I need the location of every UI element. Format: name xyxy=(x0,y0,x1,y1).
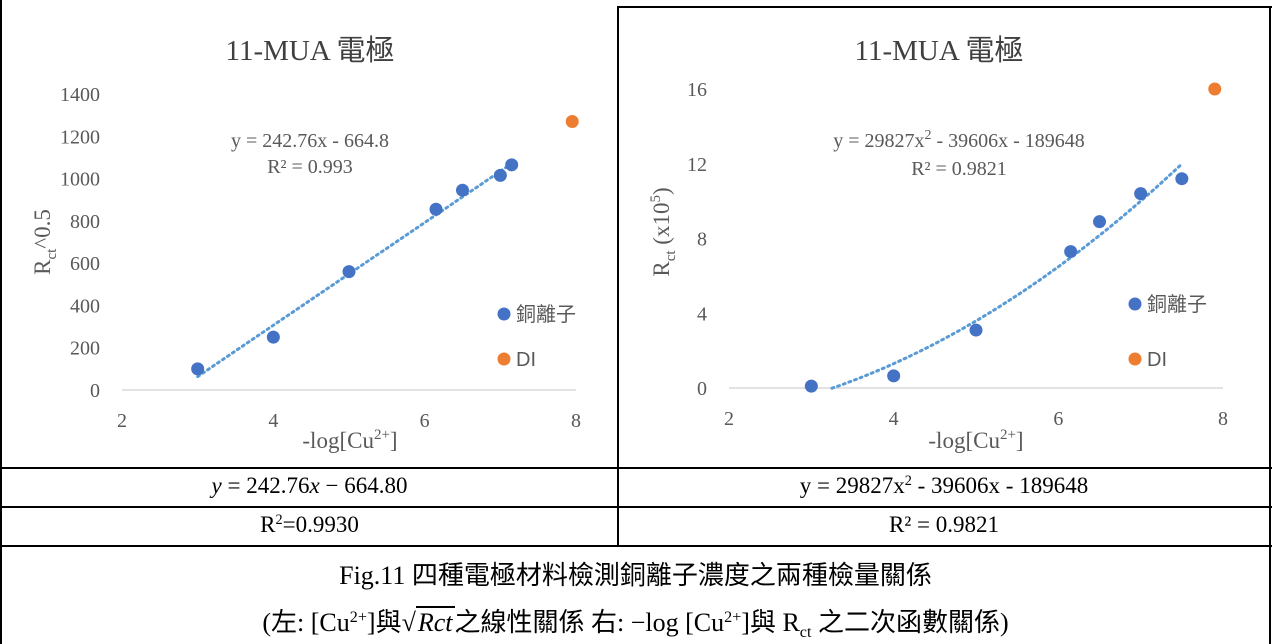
y-tick-label: 800 xyxy=(70,211,100,233)
chart-right-trend-equation: y = 29827x2 - 39606x - 189648 xyxy=(833,128,1085,152)
table-row-line-1 xyxy=(0,467,1272,469)
data-point-cu xyxy=(969,323,983,337)
table-row-line-2 xyxy=(0,506,1272,508)
x-tick-label: 2 xyxy=(724,408,734,430)
figure-caption-line1: Fig.11 四種電極材料檢測銅離子濃度之兩種檢量關係 xyxy=(339,561,932,590)
legend-label-di: DI xyxy=(516,349,536,371)
x-tick-label: 2 xyxy=(117,410,127,432)
chart-right-y-ticks: 0 4 8 12 16 xyxy=(687,79,707,400)
figure-caption-line2: (左: [Cu2+]與√Rct之線性關係 右: −log [Cu2+]與 Rct… xyxy=(262,606,1009,642)
chart-right-trend-r2: R² = 0.9821 xyxy=(911,158,1007,180)
chart-right-y-label: Rct (x105) xyxy=(648,187,679,276)
y-tick-label: 1000 xyxy=(60,169,100,191)
x-tick-label: 6 xyxy=(1053,408,1063,430)
y-tick-label: 1200 xyxy=(60,126,100,148)
chart-right-trendline xyxy=(830,162,1184,390)
x-tick-label: 4 xyxy=(268,410,278,432)
chart-right-x-ticks: 2 4 6 8 xyxy=(724,408,1228,430)
data-point-cu xyxy=(456,183,469,197)
y-tick-label: 400 xyxy=(70,295,100,317)
legend-label-di: DI xyxy=(1147,349,1167,371)
chart-left: 11-MUA 電極 0 200 400 600 800 1000 1200 1400 2 4 6 8… xyxy=(30,34,581,453)
x-tick-label: 6 xyxy=(420,410,430,432)
data-point-cu xyxy=(887,369,901,383)
right-equation-cell: y = 29827x2 - 39606x - 189648 xyxy=(799,473,1089,498)
data-point-cu xyxy=(342,265,356,279)
chart-left-legend: 銅離子 DI xyxy=(497,303,576,371)
chart-left-x-ticks: 2 4 6 8 xyxy=(117,410,581,432)
chart-left-points xyxy=(191,114,579,376)
legend-label-cu: 銅離子 xyxy=(516,303,576,326)
y-tick-label: 8 xyxy=(697,229,707,251)
data-point-cu xyxy=(1093,215,1106,229)
y-tick-label: 200 xyxy=(70,338,100,360)
legend-label-cu: 銅離子 xyxy=(1147,293,1207,316)
data-point-cu xyxy=(191,362,205,376)
legend-marker-cu xyxy=(497,307,511,321)
chart-right-x-label: -log[Cu2+] xyxy=(928,427,1023,453)
table-border-right xyxy=(1269,6,1271,644)
y-tick-label: 0 xyxy=(90,380,100,402)
chart-left-y-ticks: 0 200 400 600 800 1000 1200 1400 xyxy=(60,84,100,402)
legend-marker-di xyxy=(1128,352,1142,366)
chart-right-title: 11-MUA 電極 xyxy=(855,34,1024,67)
left-r2-cell: R2=0.9930 xyxy=(260,512,359,537)
y-tick-label: 16 xyxy=(687,79,707,101)
x-tick-label: 8 xyxy=(1218,408,1228,430)
data-point-di xyxy=(565,114,579,128)
y-tick-label: 1400 xyxy=(60,84,100,106)
y-tick-label: 12 xyxy=(687,154,707,176)
chart-right: 11-MUA 電極 0 4 8 12 16 2 4 6 8 -log[Cu2+] Rct (x… xyxy=(648,34,1228,453)
data-point-cu xyxy=(804,379,818,393)
data-point-cu xyxy=(1134,187,1148,201)
chart-left-title: 11-MUA 電極 xyxy=(226,34,395,67)
table-border-top-right xyxy=(617,6,1272,8)
right-r2-cell: R² = 0.9821 xyxy=(889,512,999,537)
sqrt-symbol: √Rct xyxy=(401,606,455,637)
table-divider-center xyxy=(617,6,619,546)
x-tick-label: 8 xyxy=(571,410,581,432)
y-tick-label: 4 xyxy=(697,303,707,325)
y-tick-label: 600 xyxy=(70,253,100,275)
chart-left-x-label: -log[Cu2+] xyxy=(302,427,397,453)
table-row-line-3 xyxy=(0,545,1272,547)
data-point-cu xyxy=(429,202,443,216)
legend-marker-di xyxy=(497,352,511,366)
y-tick-label: 0 xyxy=(697,378,707,400)
legend-marker-cu xyxy=(1128,297,1142,311)
data-point-cu xyxy=(1064,245,1078,259)
chart-right-points xyxy=(804,82,1222,393)
chart-left-trendline xyxy=(196,162,514,379)
x-tick-label: 4 xyxy=(889,408,899,430)
data-point-cu xyxy=(266,330,280,344)
table-border-left xyxy=(0,0,2,644)
data-point-cu xyxy=(493,168,507,182)
chart-left-y-label: Rct^0.5 xyxy=(30,209,60,275)
left-equation-cell: y = 242.76x − 664.80 xyxy=(211,473,408,498)
data-point-di xyxy=(1208,82,1222,96)
data-point-cu xyxy=(1175,172,1189,186)
chart-left-trend-r2: R² = 0.993 xyxy=(267,156,353,178)
data-point-cu xyxy=(505,158,519,172)
chart-right-legend: 銅離子 DI xyxy=(1128,293,1207,371)
chart-left-trend-equation: y = 242.76x - 664.8 xyxy=(231,130,389,152)
